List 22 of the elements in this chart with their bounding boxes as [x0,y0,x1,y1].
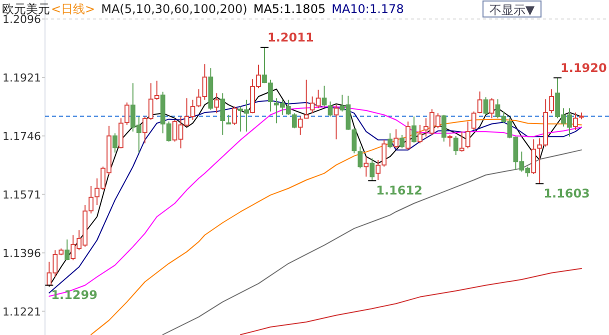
legend-title: MA(5,10,30,60,100,200) [101,2,248,16]
y-tick-label: 1.1921 [2,71,41,84]
text: 不显示▼ [489,3,536,17]
annotation: 1.1612 [376,184,422,198]
chart-subtitle: <日线> [51,2,96,16]
candlestick [112,132,118,154]
y-tick-label: 1.1571 [2,188,41,202]
annotation: 1.1920 [560,60,607,75]
y-tick-label: 1.1396 [2,246,41,260]
y-tick-label: 1.2096 [2,13,41,26]
candlestick [214,92,220,114]
candlestick [220,92,226,136]
y-tick-label: 1.1221 [2,305,41,318]
annotation: 1.1603 [544,186,590,201]
line-series [240,268,582,335]
y-tick-label: 1.1746 [2,130,41,143]
text: MA5:1.1805 [253,2,326,16]
text: MA10:1.178 [332,2,404,16]
annotation: 1.2011 [267,30,314,44]
annotation: 1.1299 [51,288,98,302]
chart-title: 欧元美元 [2,2,50,16]
candlestick [364,156,369,178]
